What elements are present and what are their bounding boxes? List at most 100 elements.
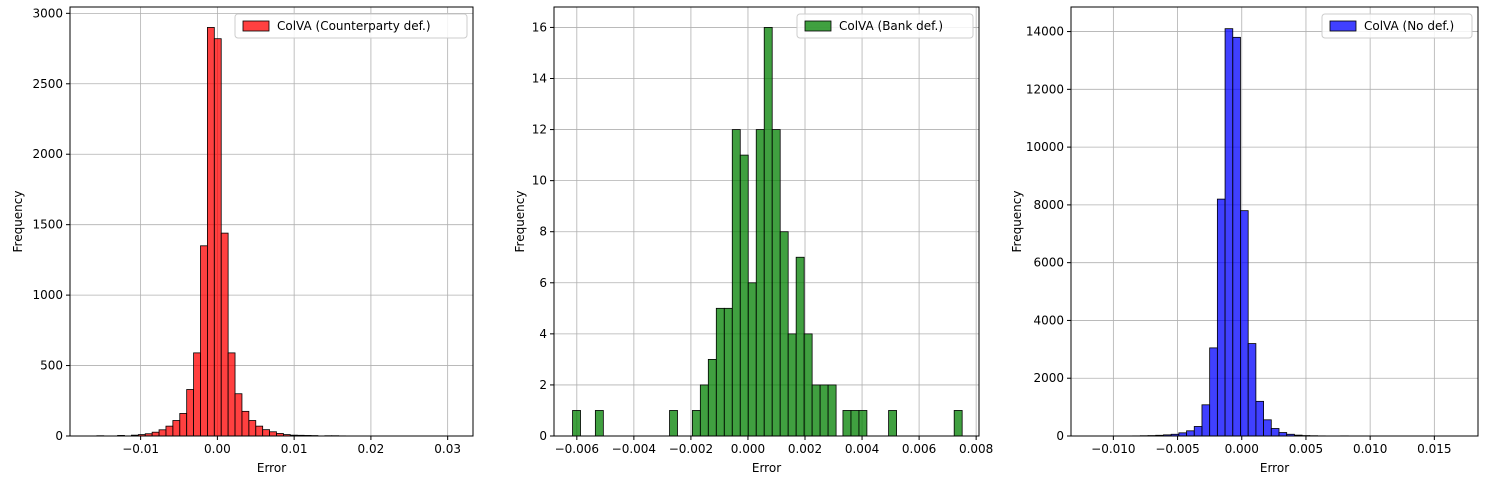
histogram-bar xyxy=(811,384,821,437)
y-tick-label: 10 xyxy=(532,174,547,188)
x-axis-label: Error xyxy=(257,461,286,475)
histogram-bar xyxy=(827,384,837,437)
legend-box xyxy=(234,13,468,39)
histogram-bar xyxy=(186,389,194,437)
chart-panel-1: −0.01 0.00 0.01 0.02 0.03 0 500 1000 1500 2000 250… xyxy=(11,6,474,475)
histogram-bar xyxy=(819,384,829,437)
histogram-bar xyxy=(763,27,773,437)
histogram-bar xyxy=(241,410,250,437)
y-tick-label: 1000 xyxy=(32,288,63,302)
histogram-bar xyxy=(803,333,813,437)
x-tick-label: 0.002 xyxy=(788,442,822,456)
y-tick-label: 2000 xyxy=(32,147,63,161)
histogram-bar xyxy=(151,431,160,437)
x-tick-label: −0.005 xyxy=(1155,442,1199,456)
histogram-bar xyxy=(234,393,243,437)
histogram-bar xyxy=(1255,400,1264,437)
legend-label: ColVA (Bank def.) xyxy=(839,19,943,33)
legend-box xyxy=(796,13,974,39)
y-tick-label: 12000 xyxy=(1026,82,1064,96)
legend: ColVA (Counterparty def.) xyxy=(234,13,468,39)
chart-panel-3: −0.010 −0.005 0.000 0.005 0.010 0.015 0 2000 400… xyxy=(1010,6,1479,475)
x-tick-label: −0.006 xyxy=(555,442,599,456)
histogram-bar xyxy=(699,384,709,437)
histogram-bar xyxy=(707,358,717,437)
y-tick-label: 2 xyxy=(539,378,547,392)
x-tick-label: −0.010 xyxy=(1091,442,1135,456)
histogram-bar xyxy=(691,410,701,437)
x-tick-label: 0.03 xyxy=(434,442,461,456)
histogram-bar xyxy=(172,420,181,437)
y-axis-label: Frequency xyxy=(513,191,527,253)
histogram-bar xyxy=(715,307,725,437)
histogram-bar xyxy=(747,282,757,437)
y-tick-label: 14 xyxy=(532,72,547,86)
legend-swatch xyxy=(1329,20,1357,32)
y-tick-label: 2500 xyxy=(32,77,63,91)
legend: ColVA (No def.) xyxy=(1321,13,1473,39)
x-axis-label: Error xyxy=(752,461,781,475)
histogram-bar xyxy=(755,129,765,437)
histogram-bar xyxy=(594,410,604,437)
histogram-bar xyxy=(731,129,741,437)
histogram-bar xyxy=(1240,210,1249,437)
y-tick-label: 2000 xyxy=(1033,371,1064,385)
histogram-bar xyxy=(739,154,749,437)
x-tick-label: 0.005 xyxy=(1289,442,1323,456)
histogram-bar xyxy=(220,232,229,437)
histogram-bar xyxy=(1186,430,1195,437)
histogram-bar xyxy=(1232,36,1241,437)
histogram-bar xyxy=(213,38,222,437)
histogram-bar xyxy=(1224,28,1234,437)
y-axis-label: Frequency xyxy=(11,191,25,253)
legend-label: ColVA (No def.) xyxy=(1364,19,1454,33)
histogram-bar xyxy=(723,307,733,437)
y-tick-label: 4000 xyxy=(1033,313,1064,327)
histogram-bar xyxy=(165,425,174,437)
histogram-bar xyxy=(572,410,581,437)
y-tick-label: 0 xyxy=(539,429,547,443)
y-tick-label: 1500 xyxy=(32,218,63,232)
x-tick-label: −0.002 xyxy=(669,442,713,456)
legend-swatch xyxy=(804,20,832,32)
y-tick-label: 0 xyxy=(1056,429,1064,443)
y-tick-label: 12 xyxy=(532,123,547,137)
y-tick-label: 3000 xyxy=(32,6,63,20)
histogram-bar xyxy=(1278,432,1288,437)
histogram-bar xyxy=(193,352,201,437)
histogram-bar xyxy=(842,410,852,437)
histogram-bar xyxy=(1263,419,1272,437)
histogram-bar xyxy=(1247,343,1257,437)
histogram-bar xyxy=(850,410,860,437)
legend-box xyxy=(1321,13,1473,39)
x-tick-label: −0.004 xyxy=(612,442,656,456)
histogram-bar xyxy=(158,429,167,437)
histogram-bar xyxy=(795,256,805,437)
x-tick-label: 0.00 xyxy=(204,442,231,456)
histogram-bar xyxy=(669,410,678,437)
histogram-bar xyxy=(1201,404,1211,437)
histogram-bar xyxy=(779,231,789,437)
histogram-bar xyxy=(787,333,797,437)
histogram-bar xyxy=(858,410,868,437)
y-tick-label: 6000 xyxy=(1033,256,1064,270)
axes-frame xyxy=(69,6,474,437)
y-tick-label: 16 xyxy=(532,20,547,34)
legend: ColVA (Bank def.) xyxy=(796,13,974,39)
x-tick-label: 0.000 xyxy=(731,442,765,456)
histogram-bar xyxy=(179,413,188,437)
histogram-bar xyxy=(227,352,236,437)
histogram-bar xyxy=(888,410,897,437)
y-tick-label: 4 xyxy=(539,327,547,341)
histogram-bar xyxy=(248,420,257,437)
histogram-bar xyxy=(771,129,781,437)
x-tick-label: 0.000 xyxy=(1225,442,1259,456)
legend-label: ColVA (Counterparty def.) xyxy=(277,19,431,33)
x-tick-label: 0.01 xyxy=(281,442,308,456)
x-tick-label: 0.004 xyxy=(845,442,879,456)
y-tick-label: 10000 xyxy=(1026,140,1064,154)
histogram-bar xyxy=(1193,426,1203,437)
y-tick-label: 8 xyxy=(539,225,547,239)
x-tick-label: 0.02 xyxy=(358,442,385,456)
